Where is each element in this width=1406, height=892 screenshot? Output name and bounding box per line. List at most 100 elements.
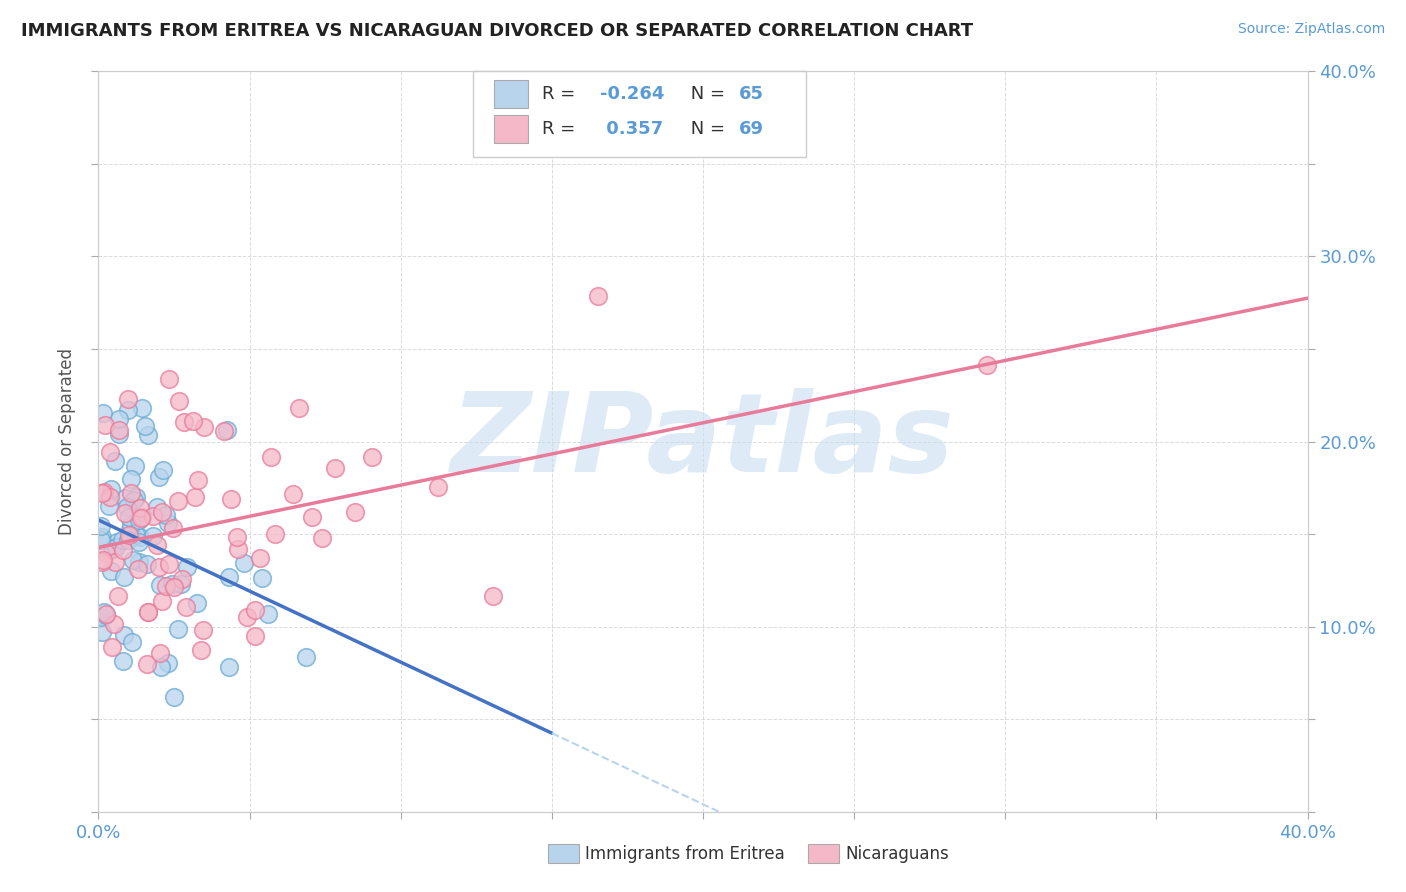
- Point: [157, 557, 180, 571]
- Point: [93, 606, 115, 620]
- Point: [245, 629, 267, 643]
- Point: [117, 533, 139, 547]
- Point: [90, 519, 112, 533]
- Point: [155, 579, 177, 593]
- Point: [217, 423, 239, 437]
- Point: [167, 623, 190, 637]
- Point: [288, 401, 311, 415]
- Point: [104, 454, 127, 468]
- Point: [259, 450, 281, 465]
- Point: [117, 500, 139, 514]
- Point: [160, 576, 183, 591]
- Point: [91, 625, 114, 640]
- Point: [148, 470, 170, 484]
- Point: [427, 480, 450, 494]
- Text: N =: N =: [685, 86, 731, 103]
- Point: [187, 473, 209, 487]
- Point: [148, 559, 170, 574]
- Point: [323, 461, 346, 475]
- Point: [118, 509, 141, 524]
- Point: [120, 472, 142, 486]
- Point: [301, 509, 323, 524]
- Point: [212, 424, 235, 438]
- Point: [149, 646, 172, 660]
- Point: [163, 690, 186, 704]
- Point: [100, 565, 122, 579]
- Text: IMMIGRANTS FROM ERITREA VS NICARAGUAN DIVORCED OR SEPARATED CORRELATION CHART: IMMIGRANTS FROM ERITREA VS NICARAGUAN DI…: [21, 22, 973, 40]
- Point: [121, 635, 143, 649]
- Point: [114, 506, 136, 520]
- Point: [129, 530, 152, 544]
- Point: [117, 392, 139, 407]
- Point: [156, 656, 179, 670]
- Point: [107, 589, 129, 603]
- Point: [91, 555, 114, 569]
- Point: [91, 530, 114, 544]
- Point: [184, 491, 207, 505]
- Point: [125, 490, 148, 504]
- Point: [120, 517, 142, 532]
- Point: [96, 607, 118, 621]
- Point: [149, 660, 172, 674]
- Point: [128, 555, 150, 569]
- Point: [344, 505, 367, 519]
- Point: [90, 610, 112, 624]
- Point: [186, 596, 208, 610]
- Point: [233, 556, 256, 570]
- Point: [162, 520, 184, 534]
- Point: [93, 485, 115, 500]
- Point: [145, 500, 167, 515]
- Point: [167, 494, 190, 508]
- Text: ZIPatlas: ZIPatlas: [451, 388, 955, 495]
- Point: [136, 557, 159, 571]
- Point: [138, 427, 160, 442]
- Point: [243, 603, 266, 617]
- Point: [107, 412, 129, 426]
- Point: [98, 499, 121, 513]
- Point: [295, 650, 318, 665]
- Point: [105, 535, 128, 549]
- Text: Source: ZipAtlas.com: Source: ZipAtlas.com: [1237, 22, 1385, 37]
- Point: [101, 542, 124, 557]
- FancyBboxPatch shape: [494, 115, 527, 144]
- Point: [155, 508, 177, 523]
- Point: [129, 511, 152, 525]
- Text: 0.357: 0.357: [600, 120, 664, 138]
- Point: [118, 528, 141, 542]
- Point: [172, 572, 194, 586]
- Point: [114, 491, 136, 505]
- Point: [157, 372, 180, 386]
- Point: [98, 490, 121, 504]
- Point: [167, 393, 190, 408]
- Point: [108, 423, 131, 437]
- Point: [176, 560, 198, 574]
- Point: [256, 607, 278, 622]
- Point: [236, 610, 259, 624]
- Point: [101, 640, 124, 655]
- Point: [120, 485, 142, 500]
- Point: [142, 508, 165, 523]
- Point: [112, 654, 135, 668]
- Point: [98, 445, 121, 459]
- Text: 69: 69: [740, 120, 765, 138]
- Point: [112, 628, 135, 642]
- Point: [118, 523, 141, 537]
- Point: [103, 617, 125, 632]
- Point: [218, 570, 240, 584]
- Point: [108, 427, 131, 442]
- Point: [122, 492, 145, 507]
- Point: [100, 482, 122, 496]
- Point: [173, 415, 195, 429]
- Point: [128, 513, 150, 527]
- Point: [121, 553, 143, 567]
- Point: [150, 594, 173, 608]
- Text: Immigrants from Eritrea: Immigrants from Eritrea: [585, 845, 785, 863]
- Point: [219, 491, 242, 506]
- Point: [218, 660, 240, 674]
- Point: [149, 578, 172, 592]
- Point: [111, 533, 134, 548]
- Point: [228, 542, 250, 557]
- Text: N =: N =: [685, 120, 731, 138]
- Point: [103, 555, 125, 569]
- FancyBboxPatch shape: [474, 71, 806, 156]
